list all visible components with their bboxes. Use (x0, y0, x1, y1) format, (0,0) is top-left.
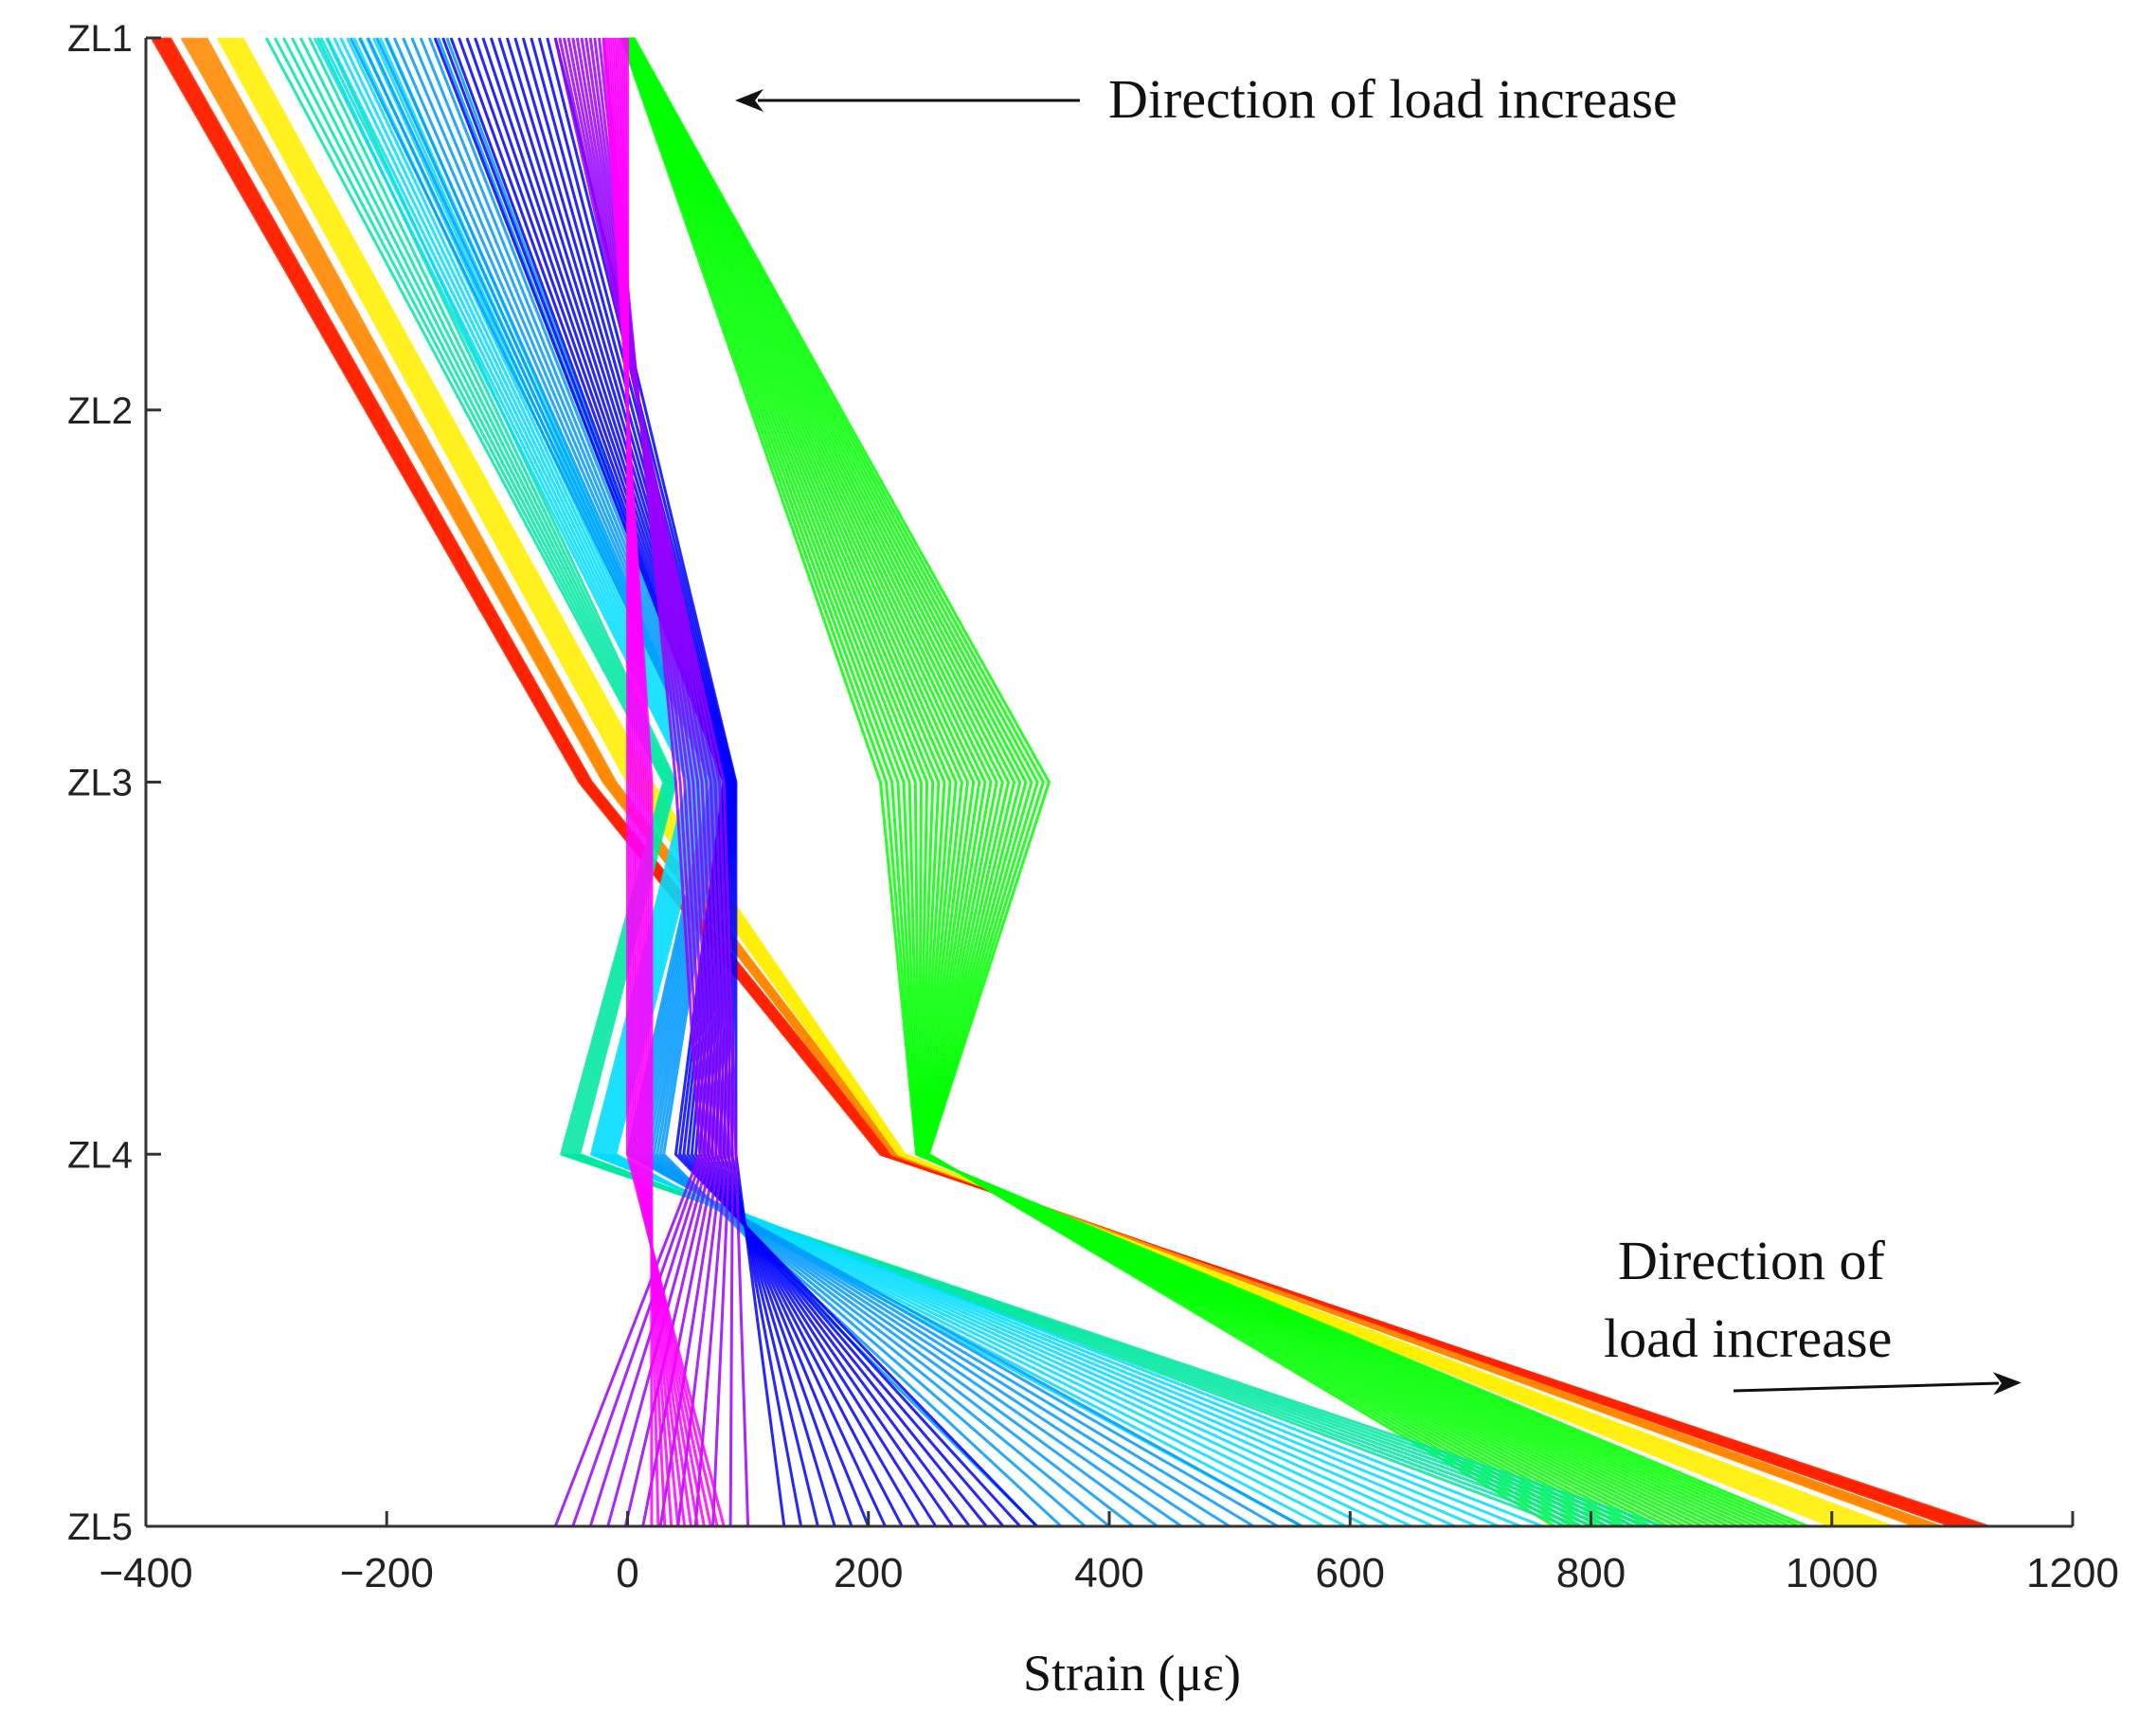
x-tick-label: 400 (1074, 1550, 1143, 1596)
series-line-green (624, 37, 1721, 1528)
series-line-green (623, 37, 1739, 1528)
series-line-sky-blue (384, 37, 1207, 1528)
y-tick-label: ZL4 (67, 1134, 133, 1176)
series-line-red (163, 37, 1963, 1528)
series-line-teal (316, 37, 1582, 1528)
series-line-sky-blue (402, 37, 1159, 1528)
series-line-green (622, 37, 1756, 1528)
series-line-green (632, 37, 1565, 1528)
y-ticks: ZL1 ZL2 ZL3 ZL4 ZL5 (67, 18, 161, 1548)
series-line-green (620, 37, 1791, 1528)
annotation-bottom-line2: load increase (1604, 1307, 1892, 1369)
series-line-green (620, 37, 1800, 1528)
series-line-green (621, 37, 1765, 1528)
series-line-sky-blue (349, 37, 1303, 1528)
series-line-orange (205, 37, 1917, 1528)
series-line-red (152, 37, 1985, 1528)
series-line-sky-blue (367, 37, 1255, 1528)
series-line-green (623, 37, 1731, 1528)
x-tick-label: 1000 (1786, 1550, 1878, 1596)
series-line-orange (186, 37, 1936, 1528)
x-tick-label: 800 (1556, 1550, 1626, 1596)
series-line-green (630, 37, 1590, 1528)
series-layer (151, 37, 1989, 1528)
series-line-green (629, 37, 1617, 1528)
series-line-green (629, 37, 1608, 1528)
series-line-cyan (385, 37, 1303, 1528)
series-line-green (626, 37, 1669, 1528)
series-line-green (627, 37, 1661, 1528)
series-line-green (630, 37, 1600, 1528)
annotation-top: Direction of load increase (735, 68, 1678, 130)
x-tick-label: 600 (1316, 1550, 1385, 1596)
annotation-bottom-line1: Direction of (1618, 1230, 1886, 1291)
series-line-green (620, 37, 1808, 1528)
y-tick-label: ZL3 (67, 763, 133, 804)
series-line-teal (299, 37, 1609, 1528)
x-ticks: −400 −200 0 200 400 600 800 1000 1200 (99, 1511, 2119, 1596)
series-line-teal (281, 37, 1637, 1528)
series-line-green (631, 37, 1573, 1528)
series-line-green (625, 37, 1704, 1528)
series-line-green (628, 37, 1634, 1528)
annotation-bottom-arrow (1733, 1372, 2021, 1396)
series-line-green (622, 37, 1748, 1528)
series-line-teal (273, 37, 1650, 1528)
annotation-top-text: Direction of load increase (1108, 68, 1678, 130)
y-tick-label: ZL1 (67, 18, 133, 60)
series-line-blue (553, 37, 786, 1527)
series-line-orange (193, 37, 1928, 1528)
series-line-teal (291, 37, 1623, 1528)
series-line-sky-blue (427, 37, 1087, 1528)
series-line-green (626, 37, 1678, 1528)
series-line-green (625, 37, 1696, 1528)
series-line-magenta (626, 38, 726, 1527)
axes (144, 38, 2073, 1528)
y-tick-label: ZL2 (67, 390, 133, 432)
x-axis-title: Strain (με) (1023, 1645, 1241, 1702)
y-tick-label: ZL5 (67, 1506, 133, 1548)
series-line-green (621, 37, 1783, 1528)
x-tick-label: 0 (616, 1550, 638, 1596)
series-line-green (625, 37, 1687, 1528)
series-line-orange (202, 37, 1920, 1528)
series-line-orange (180, 37, 1941, 1528)
series-line-green (627, 37, 1652, 1528)
series-line-green (632, 37, 1556, 1528)
series-line-sky-blue (375, 37, 1231, 1528)
series-line-sky-blue (392, 37, 1183, 1528)
series-line-blue (513, 37, 871, 1527)
series-line-blue (489, 37, 921, 1527)
x-tick-label: −400 (99, 1550, 192, 1596)
series-line-red (153, 37, 1983, 1528)
series-line-green (631, 37, 1582, 1528)
series-line-red (162, 37, 1967, 1528)
series-line-green (628, 37, 1626, 1528)
series-line-yellow (230, 37, 1860, 1528)
series-line-sky-blue (410, 37, 1135, 1528)
series-line-blue (449, 37, 1005, 1527)
x-tick-label: 1200 (2026, 1550, 2119, 1596)
series-line-sky-blue (358, 37, 1279, 1528)
series-line-teal (308, 37, 1595, 1528)
series-line-red (169, 37, 1953, 1528)
x-tick-label: 200 (834, 1550, 903, 1596)
series-line-blue (546, 37, 803, 1527)
series-line-teal (264, 37, 1664, 1528)
x-tick-label: −200 (340, 1550, 434, 1596)
series-line-green (621, 37, 1774, 1528)
annotation-bottom: Direction of load increase (1604, 1230, 2021, 1396)
series-line-yellow (241, 37, 1833, 1528)
series-line-green (628, 37, 1644, 1528)
series-line-green (624, 37, 1713, 1528)
series-line-violet (553, 37, 702, 1527)
